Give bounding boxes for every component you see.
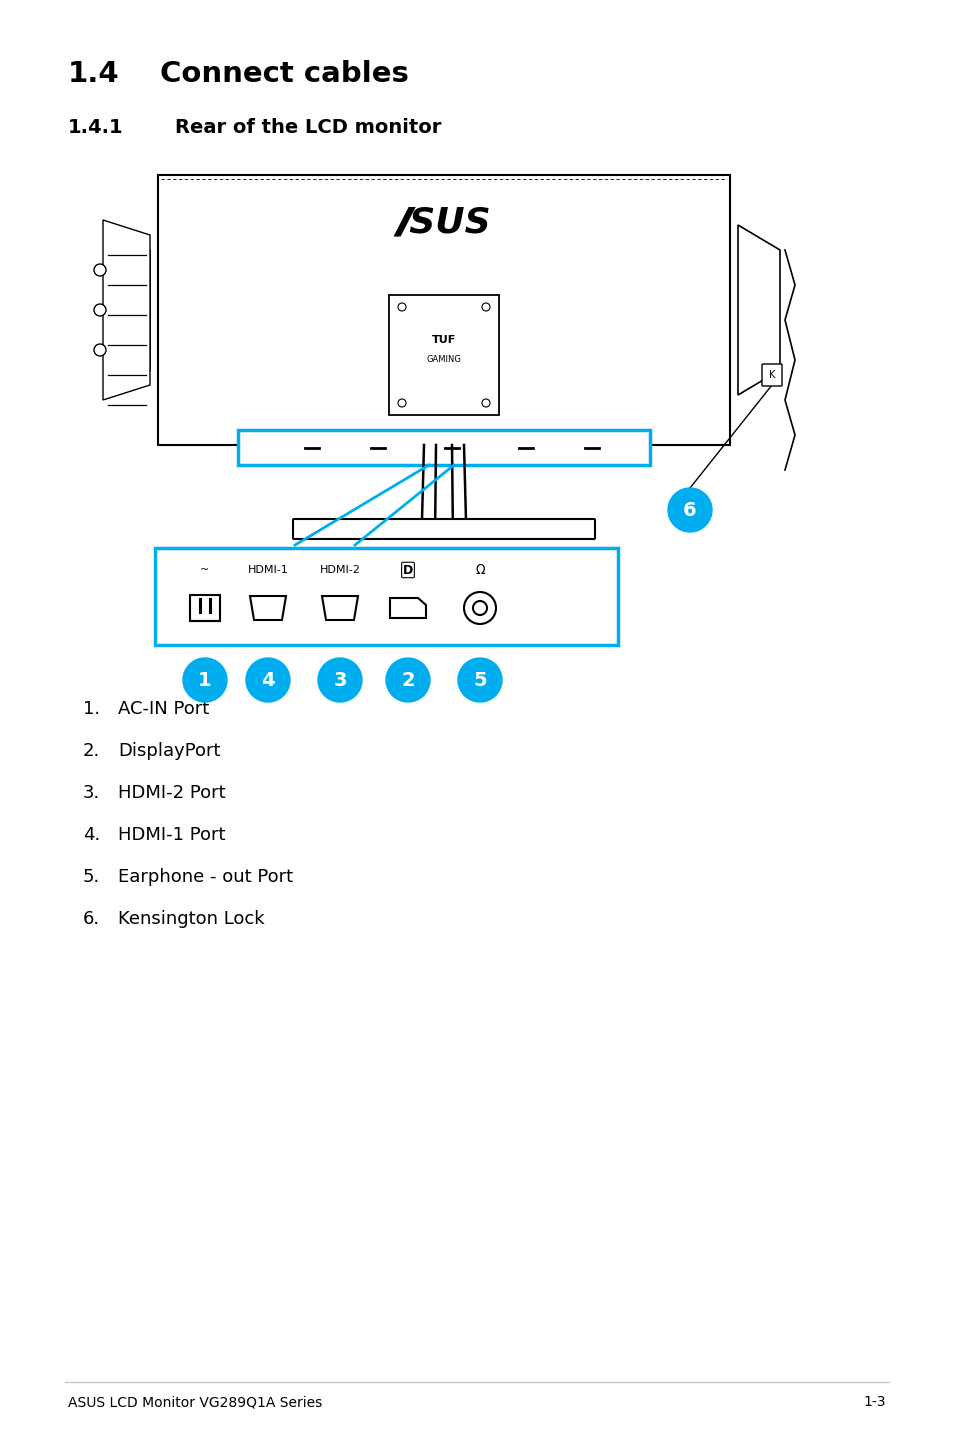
Circle shape bbox=[397, 303, 406, 311]
Text: 5.: 5. bbox=[83, 869, 100, 886]
Circle shape bbox=[473, 601, 486, 615]
Circle shape bbox=[457, 659, 501, 702]
Bar bbox=[389, 295, 498, 416]
Polygon shape bbox=[322, 595, 357, 620]
Text: 1: 1 bbox=[198, 670, 212, 689]
Bar bbox=[154, 548, 618, 646]
Text: 6: 6 bbox=[682, 500, 696, 519]
Circle shape bbox=[463, 592, 496, 624]
FancyBboxPatch shape bbox=[293, 519, 595, 539]
Text: 4.: 4. bbox=[83, 825, 100, 844]
Text: TUF: TUF bbox=[432, 335, 456, 345]
Text: 1-3: 1-3 bbox=[862, 1395, 885, 1409]
Polygon shape bbox=[738, 224, 780, 395]
Text: K: K bbox=[768, 370, 775, 380]
Text: 6.: 6. bbox=[83, 910, 100, 928]
Text: AC-IN Port: AC-IN Port bbox=[118, 700, 209, 718]
Circle shape bbox=[481, 303, 490, 311]
Circle shape bbox=[481, 398, 490, 407]
Text: ASUS LCD Monitor VG289Q1A Series: ASUS LCD Monitor VG289Q1A Series bbox=[68, 1395, 322, 1409]
FancyBboxPatch shape bbox=[761, 364, 781, 385]
Text: 1.: 1. bbox=[83, 700, 100, 718]
Text: /SUS: /SUS bbox=[396, 206, 491, 240]
Text: 3.: 3. bbox=[83, 784, 100, 802]
Text: 5: 5 bbox=[473, 670, 486, 689]
Circle shape bbox=[94, 344, 106, 357]
Circle shape bbox=[94, 303, 106, 316]
Text: /: / bbox=[399, 206, 413, 240]
Circle shape bbox=[246, 659, 290, 702]
Circle shape bbox=[94, 265, 106, 276]
Polygon shape bbox=[390, 598, 426, 618]
Text: 2: 2 bbox=[401, 670, 415, 689]
Circle shape bbox=[386, 659, 430, 702]
Circle shape bbox=[183, 659, 227, 702]
Text: HDMI-1 Port: HDMI-1 Port bbox=[118, 825, 225, 844]
Circle shape bbox=[667, 487, 711, 532]
Text: 1.4.1: 1.4.1 bbox=[68, 118, 124, 137]
Text: GAMING: GAMING bbox=[426, 355, 461, 364]
Text: 2.: 2. bbox=[83, 742, 100, 761]
Text: D: D bbox=[402, 564, 413, 577]
Text: 1.4: 1.4 bbox=[68, 60, 119, 88]
Bar bbox=[158, 175, 729, 444]
Text: Kensington Lock: Kensington Lock bbox=[118, 910, 264, 928]
Text: DisplayPort: DisplayPort bbox=[118, 742, 220, 761]
Text: HDMI-1: HDMI-1 bbox=[248, 565, 288, 575]
Circle shape bbox=[317, 659, 361, 702]
Text: ~: ~ bbox=[200, 565, 210, 575]
Polygon shape bbox=[250, 595, 286, 620]
Bar bbox=[190, 595, 220, 621]
Text: Earphone - out Port: Earphone - out Port bbox=[118, 869, 293, 886]
Bar bbox=[237, 430, 649, 464]
Text: Ω: Ω bbox=[475, 564, 484, 577]
Text: Connect cables: Connect cables bbox=[160, 60, 409, 88]
Text: Rear of the LCD monitor: Rear of the LCD monitor bbox=[174, 118, 441, 137]
Text: HDMI-2: HDMI-2 bbox=[319, 565, 360, 575]
Polygon shape bbox=[103, 220, 150, 400]
Polygon shape bbox=[112, 224, 150, 395]
Text: HDMI-2 Port: HDMI-2 Port bbox=[118, 784, 226, 802]
Text: 4: 4 bbox=[261, 670, 274, 689]
Circle shape bbox=[397, 398, 406, 407]
Text: 3: 3 bbox=[333, 670, 346, 689]
